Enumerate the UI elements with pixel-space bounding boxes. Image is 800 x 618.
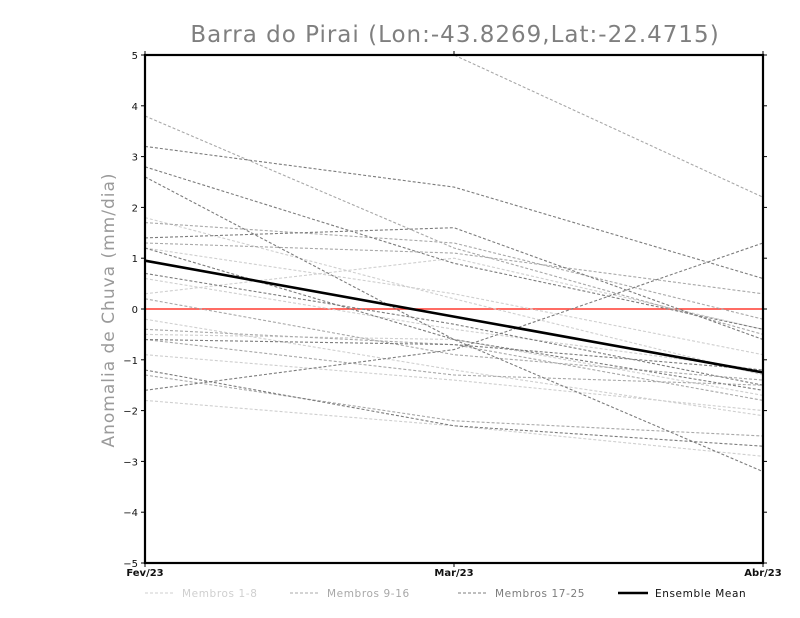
- series-membro-4: [145, 257, 763, 330]
- series-membro-13: [145, 298, 763, 381]
- y-tick-label: 1: [132, 254, 138, 265]
- series-membro-8: [145, 354, 763, 412]
- legend-label: Membros 9-16: [327, 588, 410, 600]
- series-membro-7: [145, 277, 763, 371]
- legend: Membros 1-8 Membros 9-16 Membros 17-25 Ense…: [145, 588, 746, 600]
- y-tick-label: 3: [132, 153, 138, 164]
- series-membro-11: [145, 242, 763, 295]
- series-membro-24: [145, 247, 763, 391]
- series-membro-21: [145, 227, 763, 341]
- y-axis-label: Anomalia de Chuva (mm/dia): [99, 172, 119, 447]
- y-tick-label: 5: [132, 51, 138, 62]
- series-membro-10: [442, 55, 763, 198]
- x-tick-label: Abr/23: [744, 568, 781, 579]
- legend-item-membros-9-16: Membros 9-16: [290, 588, 410, 600]
- series-membro-3: [145, 399, 763, 457]
- series-membro-25: [145, 338, 763, 371]
- x-tick-label: Mar/23: [434, 568, 473, 579]
- y-tick-label: −3: [123, 457, 138, 468]
- y-tick-label: −5: [123, 559, 138, 570]
- series-membro-5: [145, 333, 763, 396]
- y-tick-label: −2: [123, 407, 138, 418]
- legend-label: Membros 17-25: [495, 588, 585, 600]
- legend-item-ensemble-mean: Ensemble Mean: [618, 588, 746, 600]
- y-tick-label: −1: [123, 356, 138, 367]
- series-membro-19: [145, 176, 763, 473]
- series-membro-6: [145, 247, 763, 356]
- series-layer: [145, 55, 763, 473]
- legend-item-membros-17-25: Membros 17-25: [458, 588, 585, 600]
- series-membro-20: [145, 242, 763, 391]
- chart-title: Barra do Pirai (Lon:-43.8269,Lat:-22.471…: [190, 22, 719, 48]
- y-tick-label: 0: [132, 305, 138, 316]
- series-membro-15: [145, 222, 763, 320]
- y-tick-label: 2: [132, 203, 138, 214]
- series-ensemble-mean: [145, 259, 763, 374]
- series-membro-17: [145, 166, 763, 330]
- series-membro-23: [145, 369, 763, 447]
- series-membro-18: [145, 145, 763, 280]
- series-membro-22: [145, 272, 763, 386]
- legend-label: Membros 1-8: [182, 588, 257, 600]
- series-membro-9: [145, 115, 763, 335]
- legend-label: Ensemble Mean: [655, 588, 746, 600]
- series-membro-1: [145, 217, 763, 376]
- legend-item-membros-1-8: Membros 1-8: [145, 588, 257, 600]
- x-tick-label: Fev/23: [126, 568, 163, 579]
- series-membro-12: [145, 374, 763, 437]
- y-tick-label: −4: [123, 508, 138, 519]
- series-membro-14: [145, 338, 763, 386]
- y-tick-label: 4: [132, 102, 138, 113]
